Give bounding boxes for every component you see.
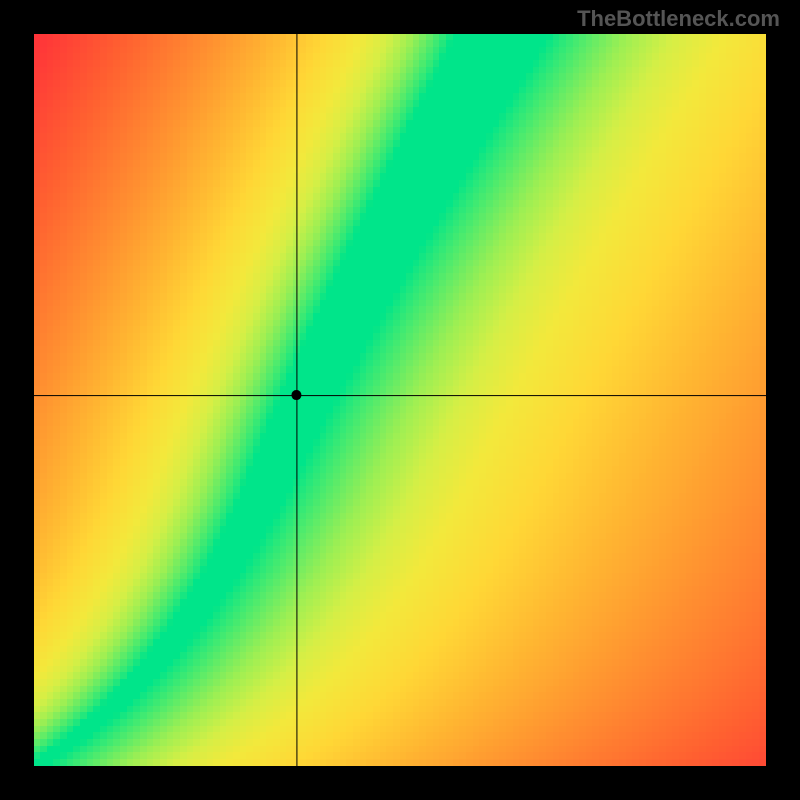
plot-container: TheBottleneck.com — [0, 0, 800, 800]
crosshair-overlay — [34, 34, 766, 766]
watermark-text: TheBottleneck.com — [577, 6, 780, 32]
